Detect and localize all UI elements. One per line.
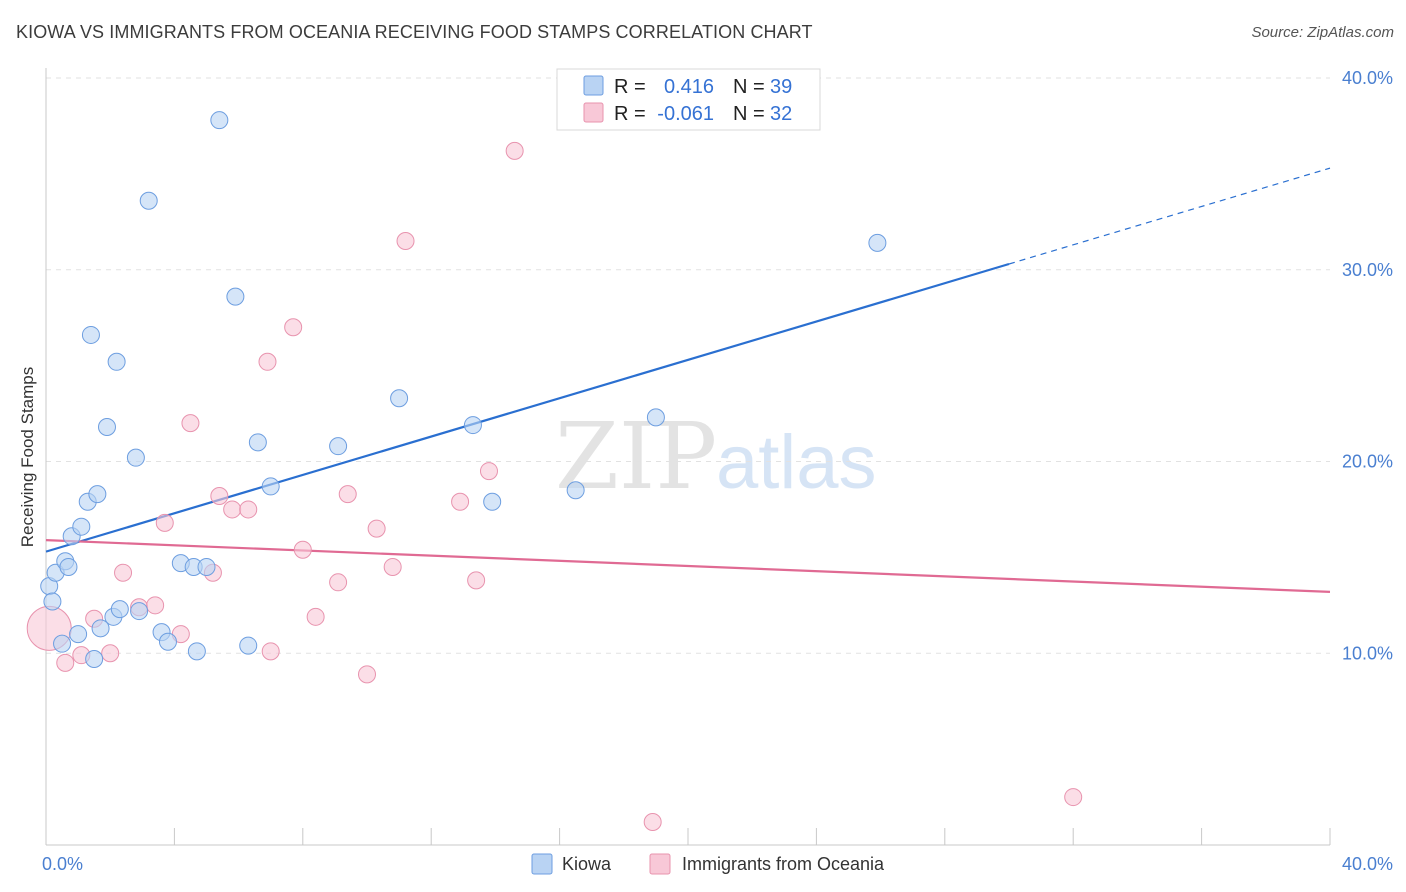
legend-n-label-oceania: N = — [733, 103, 765, 125]
kiowa-point — [261, 477, 280, 496]
chart-title: KIOWA VS IMMIGRANTS FROM OCEANIA RECEIVI… — [16, 22, 813, 42]
kiowa-point — [187, 642, 206, 661]
kiowa-point — [390, 389, 409, 408]
y-tick-label: 10.0% — [1342, 643, 1393, 663]
kiowa-point — [81, 325, 100, 344]
bottom-legend-swatch-kiowa — [531, 853, 553, 875]
kiowa-point — [868, 233, 887, 252]
kiowa-point — [248, 433, 267, 452]
oceania-point — [306, 607, 325, 626]
legend-swatch-kiowa — [583, 75, 604, 96]
kiowa-point — [139, 191, 158, 210]
kiowa-point — [107, 352, 126, 371]
trend-line-kiowa — [45, 262, 1010, 553]
oceania-point — [467, 571, 486, 590]
trend-lines — [45, 167, 1331, 593]
oceania-point — [114, 563, 133, 582]
oceania-point — [56, 653, 75, 672]
oceania-point — [258, 352, 277, 371]
legend-r-value-oceania: -0.061 — [657, 103, 714, 125]
legend-box: R = 0.416 N = 39 R = -0.061 N = 32 — [556, 68, 821, 131]
kiowa-point — [110, 600, 129, 619]
kiowa-point — [91, 619, 110, 638]
oceania-point — [1064, 788, 1083, 807]
kiowa-point — [239, 636, 258, 655]
oceania-point — [505, 141, 524, 160]
kiowa-point — [210, 111, 229, 130]
oceania-point — [338, 485, 357, 504]
kiowa-point — [646, 408, 665, 427]
kiowa-point — [69, 625, 88, 644]
oceania-point — [383, 557, 402, 576]
kiowa-point — [126, 448, 145, 467]
kiowa-point — [85, 650, 104, 669]
y-tick-label: 30.0% — [1342, 260, 1393, 280]
legend-n-value-oceania: 32 — [770, 103, 792, 125]
kiowa-point — [130, 602, 149, 621]
oceania-point — [358, 665, 376, 684]
data-points — [26, 111, 1083, 831]
bottom-legend-label-kiowa: Kiowa — [562, 854, 612, 874]
oceania-point — [239, 500, 258, 519]
oceania-point — [643, 812, 662, 831]
bottom-legend-label-oceania: Immigrants from Oceania — [682, 854, 885, 874]
oceania-point — [396, 231, 415, 250]
oceania-point — [155, 513, 174, 532]
kiowa-point — [72, 517, 91, 536]
kiowa-point — [88, 485, 107, 504]
legend-n-label-kiowa: N = — [733, 76, 765, 98]
kiowa-point — [43, 592, 62, 611]
oceania-point — [451, 492, 470, 511]
source-label: Source: ZipAtlas.com — [1251, 24, 1394, 41]
bottom-legend-swatch-oceania — [649, 853, 671, 875]
y-tick-label: 20.0% — [1342, 452, 1393, 472]
watermark-atlas: atlas — [716, 420, 877, 505]
kiowa-point — [566, 481, 585, 500]
kiowa-point — [158, 632, 177, 651]
oceania-point — [101, 644, 120, 663]
oceania-point — [293, 540, 312, 559]
kiowa-point — [53, 634, 72, 653]
kiowa-point — [59, 557, 78, 576]
oceania-point — [284, 318, 303, 337]
x-tick-label-max: 40.0% — [1342, 854, 1393, 874]
legend-r-label-oceania: R = — [614, 103, 646, 125]
oceania-point — [329, 573, 348, 592]
trend-line-oceania — [45, 539, 1331, 593]
legend-r-label-kiowa: R = — [614, 76, 646, 98]
x-tick-label-min: 0.0% — [42, 854, 83, 874]
kiowa-point — [226, 287, 245, 306]
kiowa-point — [329, 437, 348, 456]
trend-line-kiowa-extension — [1008, 167, 1331, 265]
legend-r-value-kiowa: 0.416 — [664, 76, 714, 98]
oceania-point — [479, 462, 498, 481]
kiowa-point — [97, 417, 116, 436]
kiowa-point — [463, 416, 482, 435]
kiowa-point — [483, 492, 502, 511]
y-tick-label: 40.0% — [1342, 68, 1393, 88]
legend-swatch-oceania — [583, 102, 604, 123]
bottom-legend: Kiowa Immigrants from Oceania — [531, 853, 885, 875]
oceania-point — [367, 519, 386, 538]
oceania-point — [181, 414, 200, 433]
legend-n-value-kiowa: 39 — [770, 76, 792, 98]
y-axis-label: Receiving Food Stamps — [18, 367, 37, 547]
axes: 10.0% 20.0% 30.0% 40.0% 0.0% 40.0% — [42, 68, 1393, 874]
kiowa-point — [197, 557, 216, 576]
oceania-point — [210, 487, 229, 506]
oceania-point — [223, 500, 242, 519]
oceania-point — [261, 642, 280, 661]
oceania-point — [146, 596, 165, 615]
